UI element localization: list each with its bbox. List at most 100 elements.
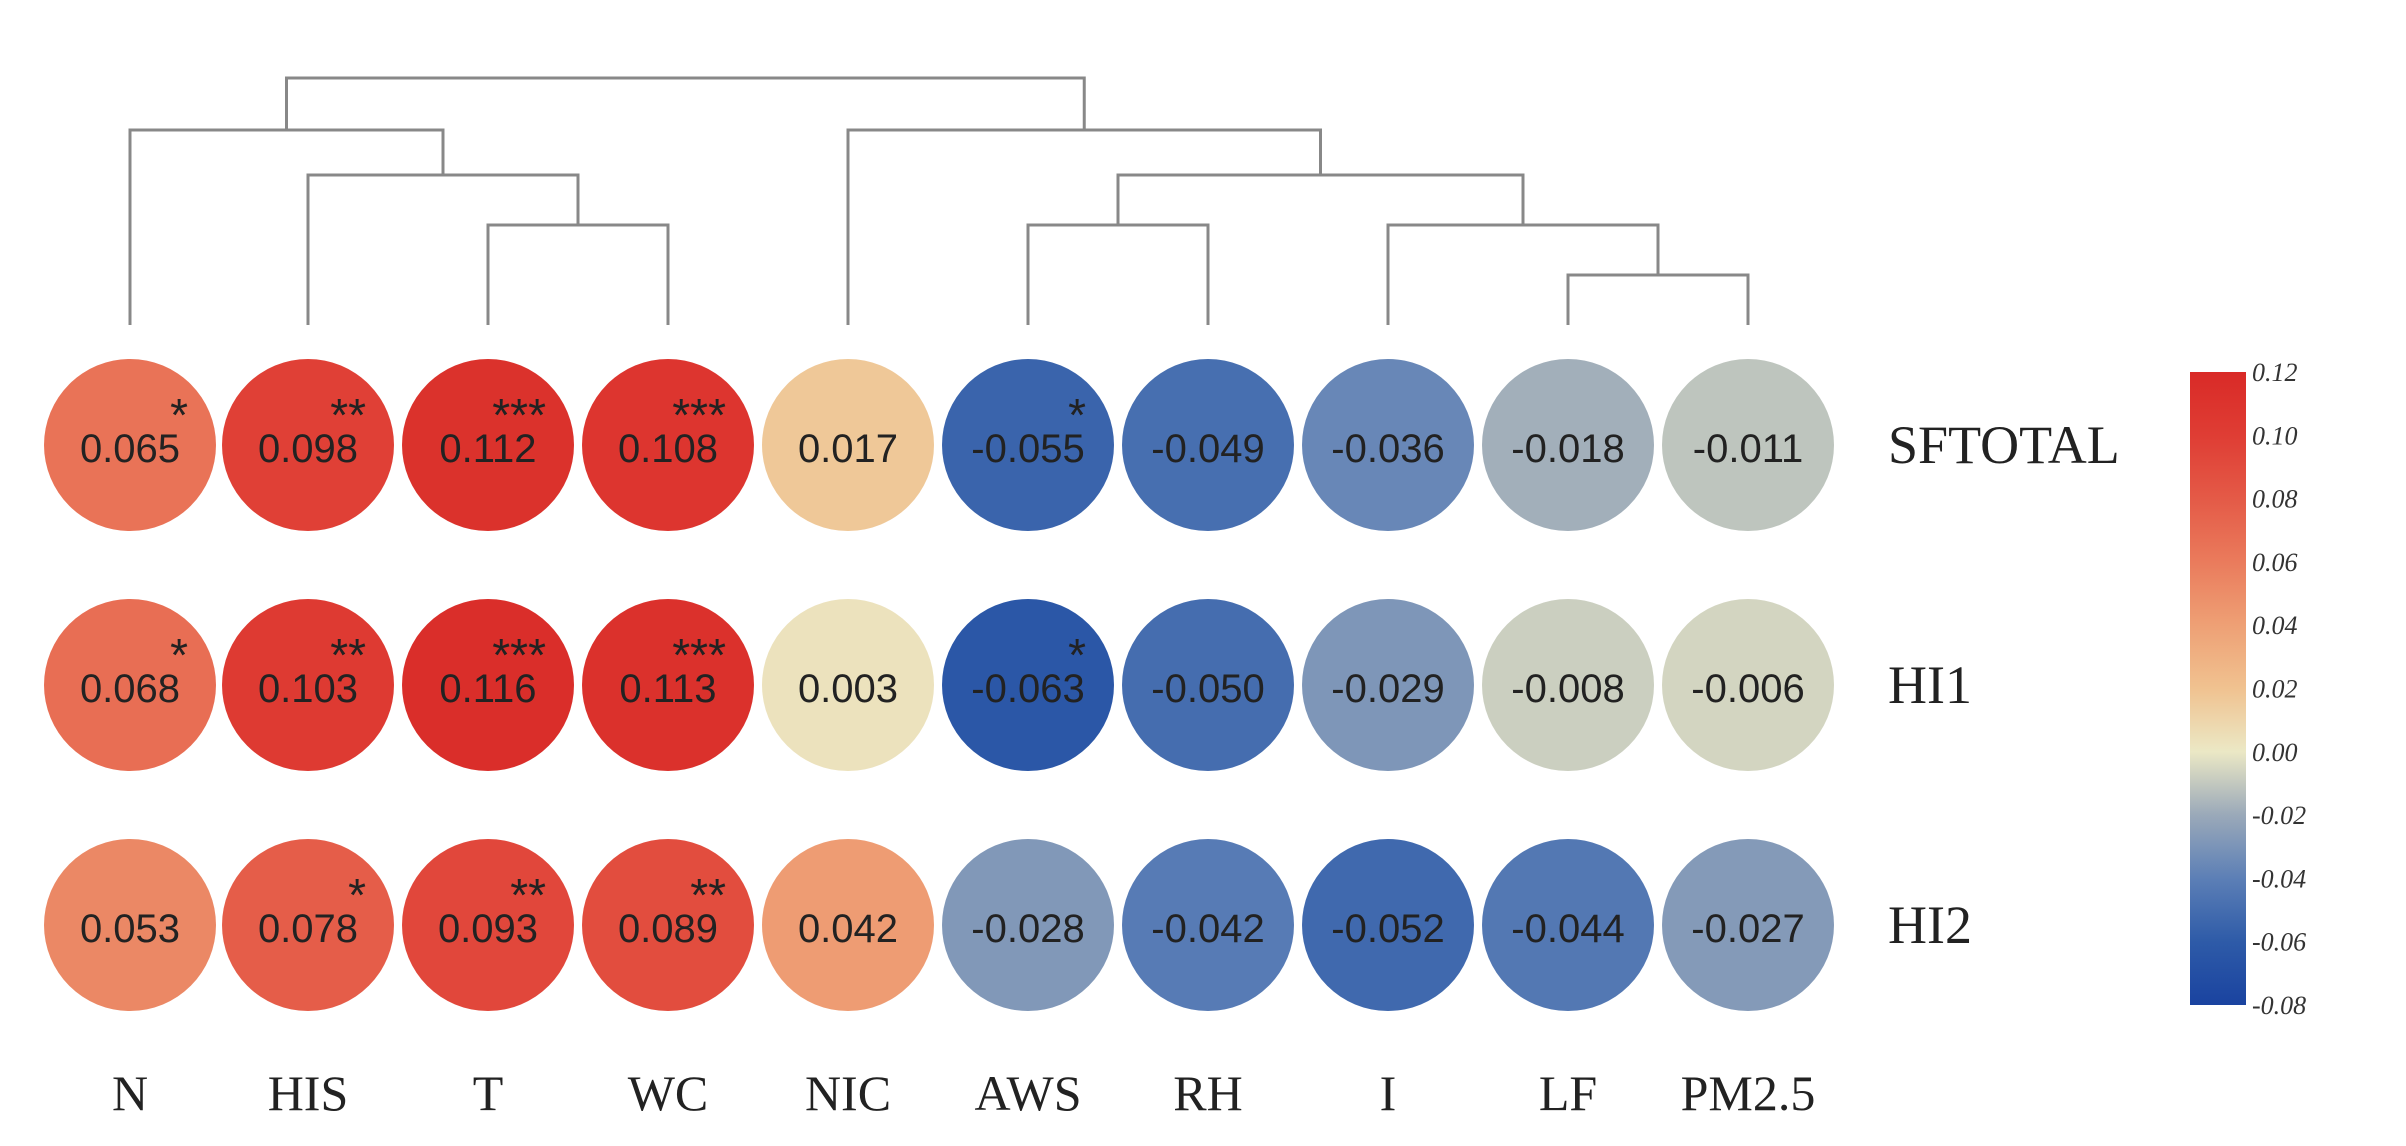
dendrogram-link — [1026, 223, 1210, 325]
colorbar-tick-label: 0.10 — [2252, 421, 2298, 450]
cell-value-label: 0.116 — [439, 667, 536, 711]
dendrogram-link — [285, 76, 1086, 130]
column-label-rh: RH — [1173, 1065, 1242, 1121]
colorbar-tick-label: 0.12 — [2252, 358, 2298, 387]
row-label-hi1: HI1 — [1888, 655, 1972, 715]
cell-hi1-t — [402, 599, 574, 771]
cell-sftotal-lf — [1482, 359, 1654, 531]
cell-value-label: -0.008 — [1511, 667, 1624, 711]
significance-marker: *** — [672, 389, 726, 441]
cell-sftotal-n — [44, 359, 216, 531]
cell-value-label: 0.098 — [258, 427, 358, 471]
cell-sftotal-aws — [942, 359, 1114, 531]
colorbar-tick-label: 0.02 — [2252, 675, 2298, 704]
cell-hi2-wc — [582, 839, 754, 1011]
colorbar-tick-label: 0.06 — [2252, 548, 2298, 577]
column-label-pm2-5: PM2.5 — [1681, 1065, 1816, 1121]
cell-value-label: 0.093 — [438, 907, 538, 951]
significance-marker: *** — [672, 629, 726, 681]
cell-hi2-lf — [1482, 839, 1654, 1011]
column-label-wc: WC — [628, 1065, 709, 1121]
cell-value-label: -0.027 — [1691, 907, 1804, 951]
cell-hi2-aws — [942, 839, 1114, 1011]
significance-marker: * — [1068, 629, 1086, 681]
significance-marker: * — [170, 389, 188, 441]
cell-sftotal-his — [222, 359, 394, 531]
dendrogram-link — [128, 128, 445, 325]
cell-hi2-his — [222, 839, 394, 1011]
cell-hi1-nic — [762, 599, 934, 771]
row-label-sftotal: SFTOTAL — [1888, 415, 2120, 475]
cell-value-label: -0.050 — [1151, 667, 1264, 711]
column-labels: N HIS T WC NIC AWS RH I LF PM2.5 — [112, 1065, 1815, 1121]
colorbar-rect — [2190, 372, 2246, 1005]
cell-hi2-i — [1302, 839, 1474, 1011]
column-label-aws: AWS — [974, 1065, 1081, 1121]
cell-value-label: -0.029 — [1331, 667, 1444, 711]
cell-value-label: 0.113 — [619, 667, 716, 711]
significance-marker: ** — [330, 629, 366, 681]
significance-marker: ** — [510, 869, 546, 921]
cell-value-label: 0.017 — [798, 427, 898, 471]
cell-sftotal-t — [402, 359, 574, 531]
dendrogram-link — [1116, 173, 1525, 225]
significance-marker: * — [170, 629, 188, 681]
significance-marker: ** — [690, 869, 726, 921]
colorbar-tick-label: -0.06 — [2252, 928, 2306, 957]
row-labels: SFTOTAL HI1 HI2 — [1888, 415, 2120, 955]
cell-hi1-pm2-5 — [1662, 599, 1834, 771]
cell-value-label: -0.052 — [1331, 907, 1444, 951]
cell-value-label: 0.065 — [80, 427, 180, 471]
cell-hi1-lf — [1482, 599, 1654, 771]
cell-value-label: -0.018 — [1511, 427, 1624, 471]
cell-hi1-wc — [582, 599, 754, 771]
cell-value-label: 0.068 — [80, 667, 180, 711]
significance-marker: *** — [492, 389, 546, 441]
heatmap-cells: 0.065*0.098**0.112***0.108***0.017 -0.055… — [44, 359, 1834, 1011]
cell-value-label: -0.036 — [1331, 427, 1444, 471]
cell-hi2-pm2-5 — [1662, 839, 1834, 1011]
cell-hi2-t — [402, 839, 574, 1011]
cell-value-label: 0.103 — [258, 667, 358, 711]
column-label-his: HIS — [268, 1065, 349, 1121]
colorbar-tick-label: -0.04 — [2252, 864, 2306, 893]
cell-sftotal-wc — [582, 359, 754, 531]
cell-value-label: 0.112 — [439, 427, 536, 471]
dendrogram-link — [486, 223, 670, 325]
cell-value-label: -0.055 — [971, 427, 1084, 471]
column-label-t: T — [473, 1065, 504, 1121]
cell-value-label: -0.063 — [971, 667, 1084, 711]
significance-marker: * — [1068, 389, 1086, 441]
cell-value-label: -0.042 — [1151, 907, 1264, 951]
cell-value-label: -0.049 — [1151, 427, 1264, 471]
significance-marker: *** — [492, 629, 546, 681]
dendrogram-link — [846, 128, 1322, 325]
cell-hi1-his — [222, 599, 394, 771]
colorbar: 0.12 0.10 0.08 0.06 0.04 0.02 0.00 -0.02 -0.04 -0… — [2190, 358, 2306, 1020]
dendrogram-link — [306, 173, 580, 325]
cell-hi2-rh — [1122, 839, 1294, 1011]
colorbar-tick-label: 0.04 — [2252, 611, 2298, 640]
cell-hi1-rh — [1122, 599, 1294, 771]
cell-value-label: 0.053 — [80, 907, 180, 951]
significance-marker: ** — [330, 389, 366, 441]
cell-sftotal-rh — [1122, 359, 1294, 531]
cell-value-label: 0.089 — [618, 907, 718, 951]
cell-hi2-nic — [762, 839, 934, 1011]
colorbar-tick-label: -0.02 — [2252, 801, 2306, 830]
cell-value-label: -0.006 — [1691, 667, 1804, 711]
cell-sftotal-nic — [762, 359, 934, 531]
cell-hi1-i — [1302, 599, 1474, 771]
column-label-i: I — [1380, 1065, 1397, 1121]
cell-value-label: -0.028 — [971, 907, 1084, 951]
cell-sftotal-i — [1302, 359, 1474, 531]
colorbar-tick-label: 0.08 — [2252, 485, 2298, 514]
cell-hi2-n — [44, 839, 216, 1011]
colorbar-ticks: 0.12 0.10 0.08 0.06 0.04 0.02 0.00 -0.02 -0.04 -0… — [2252, 358, 2306, 1020]
colorbar-tick-label: -0.08 — [2252, 991, 2306, 1020]
column-label-lf: LF — [1539, 1065, 1597, 1121]
cell-value-label: -0.044 — [1511, 907, 1624, 951]
cell-value-label: 0.078 — [258, 907, 358, 951]
cell-value-label: 0.042 — [798, 907, 898, 951]
